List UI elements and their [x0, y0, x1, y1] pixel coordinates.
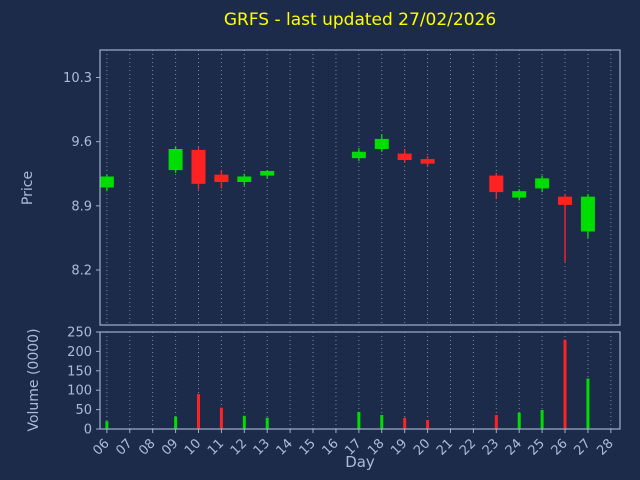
candle-body: [237, 176, 252, 182]
volume-bar: [586, 378, 590, 429]
volume-bar: [380, 415, 384, 429]
x-tick-label: 14: [274, 436, 296, 458]
x-tick-label: 16: [319, 436, 341, 458]
x-tick-label: 26: [549, 436, 571, 458]
volume-bar: [563, 339, 567, 429]
x-tick-label: 23: [480, 436, 502, 458]
x-axis-label: Day: [345, 453, 375, 471]
candle-body: [214, 174, 229, 182]
x-tick-label: 07: [113, 436, 135, 458]
candle-body: [397, 153, 412, 160]
volume-bar: [426, 420, 430, 429]
x-tick-label: 27: [571, 436, 593, 458]
x-tick-label: 21: [434, 436, 456, 458]
price-tick-label: 9.6: [71, 135, 92, 150]
volume-bar: [242, 415, 246, 429]
candle-body: [260, 171, 275, 176]
volume-tick-label: 200: [67, 345, 92, 360]
x-tick-label: 12: [228, 436, 250, 458]
volume-bar: [517, 412, 521, 429]
x-tick-label: 11: [205, 436, 227, 458]
candle-body: [535, 178, 550, 189]
x-tick-label: 28: [594, 436, 616, 458]
x-tick-label: 22: [457, 436, 479, 458]
volume-bar: [357, 411, 361, 429]
price-tick-label: 8.2: [71, 264, 92, 279]
x-tick-label: 08: [136, 436, 158, 458]
volume-tick-label: 100: [67, 384, 92, 399]
volume-bar: [540, 409, 544, 429]
x-tick-label: 24: [503, 436, 525, 458]
volume-tick-label: 250: [67, 326, 92, 341]
candle-body: [558, 196, 573, 205]
x-tick-label: 06: [90, 436, 112, 458]
candle-body: [351, 151, 366, 159]
candle-body: [99, 176, 114, 188]
volume-tick-label: 150: [67, 364, 92, 379]
candle-body: [512, 191, 527, 198]
price-tick-label: 10.3: [63, 71, 92, 86]
x-tick-label: 18: [365, 436, 387, 458]
volume-bar: [265, 417, 269, 429]
volume-bar: [197, 394, 201, 429]
x-tick-label: 17: [342, 436, 364, 458]
chart-title: GRFS - last updated 27/02/2026: [223, 10, 497, 30]
x-tick-label: 25: [526, 436, 548, 458]
candle-body: [168, 149, 183, 171]
x-tick-label: 09: [159, 436, 181, 458]
x-tick-label: 20: [411, 436, 433, 458]
candle-body: [191, 149, 206, 184]
price-tick-label: 8.9: [71, 199, 92, 214]
volume-bar: [494, 415, 498, 429]
x-tick-label: 15: [297, 436, 319, 458]
x-tick-label: 13: [251, 436, 273, 458]
volume-bar: [174, 416, 178, 429]
candle-body: [420, 159, 435, 164]
volume-bar: [403, 417, 407, 429]
volume-bar: [105, 421, 109, 429]
candle-body: [489, 175, 504, 193]
candle-body: [374, 138, 389, 149]
volume-tick-label: 50: [75, 403, 92, 418]
volume-bar: [219, 407, 223, 429]
volume-panel-border: [99, 331, 621, 430]
x-tick-label: 19: [388, 436, 410, 458]
x-tick-label: 10: [182, 436, 204, 458]
candle-body: [580, 196, 595, 232]
volume-tick-label: 0: [84, 423, 92, 438]
price-panel-border: [99, 49, 621, 326]
